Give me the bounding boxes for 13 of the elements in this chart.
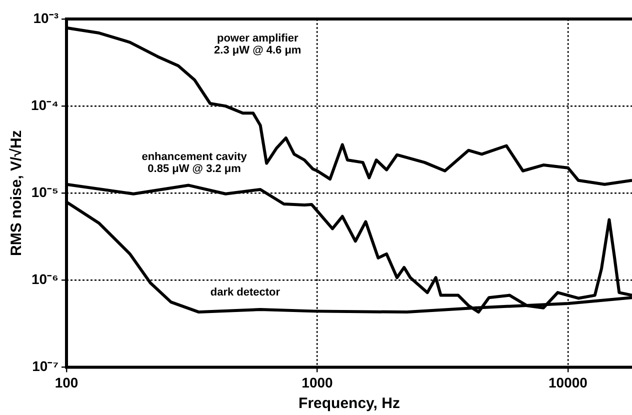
x-tick-label: 100 <box>54 374 78 390</box>
series-label: enhancement cavity 0.85 μW @ 3.2 μm <box>142 150 248 175</box>
y-tick-label: 10⁻³ <box>33 10 59 26</box>
x-tick-label: 10000 <box>548 374 588 390</box>
y-tick-label: 10⁻⁷ <box>32 358 59 374</box>
y-tick-label: 10⁻⁵ <box>31 184 58 200</box>
y-axis-title: RMS noise, V/√Hz <box>8 130 26 256</box>
x-tick-label: 1000 <box>302 374 334 390</box>
y-tick-label: 10⁻⁶ <box>31 271 58 288</box>
series-label: dark detector <box>210 286 281 299</box>
text: power amplifier 2.3 μW @ 4.6 μm <box>214 32 302 56</box>
y-tick-label: 10⁻⁴ <box>30 96 59 113</box>
x-axis-title: Frequency, Hz <box>298 395 400 412</box>
